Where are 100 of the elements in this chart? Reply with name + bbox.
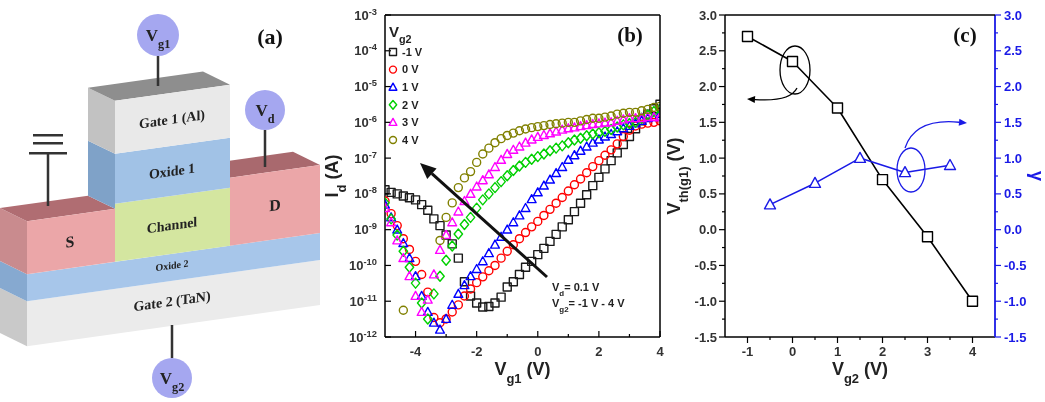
point	[392, 224, 403, 234]
y-tick-label: 0.0	[698, 222, 717, 238]
point	[410, 270, 421, 281]
point	[569, 149, 580, 160]
y-tick-label: 10$^{-6}$	[354, 113, 377, 130]
text: V$_{g2}$	[159, 369, 185, 394]
point	[612, 115, 623, 125]
point	[423, 205, 433, 215]
point	[398, 191, 409, 201]
point	[514, 141, 525, 151]
point	[441, 254, 452, 266]
point	[514, 126, 525, 136]
point	[502, 130, 512, 141]
point	[563, 214, 574, 225]
point	[508, 240, 519, 250]
point	[434, 324, 446, 334]
point	[539, 120, 549, 131]
y-tick-label: 0.5	[698, 186, 717, 202]
point	[600, 150, 610, 160]
point	[392, 220, 402, 231]
x-tick-label: 2	[595, 344, 603, 359]
point	[429, 214, 439, 224]
point	[483, 247, 494, 258]
point	[624, 112, 635, 123]
point	[526, 134, 537, 144]
point	[484, 301, 494, 312]
point	[508, 277, 519, 287]
point	[423, 287, 433, 297]
point	[471, 277, 482, 288]
x-tick-label: -2	[470, 344, 483, 359]
point	[600, 125, 610, 138]
point	[588, 161, 598, 172]
point	[569, 206, 580, 217]
point	[624, 125, 635, 135]
point	[471, 202, 482, 214]
point	[544, 174, 556, 184]
point	[404, 270, 415, 281]
point	[453, 206, 464, 216]
point	[386, 187, 396, 198]
y2-tick-label: 2.5	[1004, 43, 1023, 59]
point	[587, 128, 598, 140]
y-tick-label: 10$^{-12}$	[349, 328, 377, 345]
point	[551, 229, 561, 240]
point	[575, 116, 586, 126]
point	[447, 198, 457, 208]
text: D	[269, 195, 281, 215]
point	[618, 131, 629, 142]
point	[508, 128, 519, 138]
point	[538, 129, 549, 140]
point	[526, 153, 537, 165]
y-tick-label: 10$^{-11}$	[349, 292, 377, 309]
point	[966, 295, 979, 307]
point	[478, 149, 488, 159]
y-tick-label: 10$^{-10}$	[349, 256, 377, 273]
point	[594, 172, 604, 183]
point	[551, 119, 561, 129]
text: Channel	[146, 213, 198, 237]
point	[508, 164, 519, 177]
point	[563, 123, 574, 133]
point	[496, 154, 507, 165]
point	[428, 317, 439, 327]
point	[478, 302, 488, 312]
point	[648, 105, 659, 118]
point	[484, 143, 494, 153]
x-tick-label: 4	[968, 344, 977, 359]
text: Oxide 1	[148, 159, 196, 183]
point	[533, 121, 543, 132]
point	[447, 217, 458, 227]
y-tick-label: 1.5	[698, 114, 717, 130]
point	[447, 299, 458, 309]
point	[392, 235, 403, 245]
point	[453, 300, 464, 310]
point	[520, 137, 531, 147]
point	[581, 168, 592, 178]
point	[398, 305, 409, 315]
point	[630, 112, 641, 123]
point	[588, 113, 598, 123]
text: S	[65, 232, 75, 251]
y2-tick-label: 0.0	[1004, 222, 1023, 238]
point	[593, 134, 604, 144]
point	[551, 167, 562, 178]
point	[551, 126, 562, 136]
point	[569, 134, 580, 146]
point	[398, 237, 409, 248]
point	[477, 174, 488, 185]
point	[599, 117, 611, 127]
legend-label: 2 V	[402, 98, 420, 111]
point	[416, 290, 427, 301]
point	[404, 193, 415, 203]
chart-title: (b)	[617, 23, 643, 47]
y2-tick-label: -1.5	[1004, 329, 1027, 345]
text: V$_{d}$	[255, 101, 275, 126]
point	[434, 244, 446, 255]
point	[581, 119, 592, 130]
point	[416, 199, 427, 210]
x-tick-label: -4	[409, 344, 423, 359]
point	[490, 181, 500, 194]
point	[643, 104, 653, 115]
legend-label: 0 V	[402, 63, 420, 76]
point	[514, 210, 525, 220]
